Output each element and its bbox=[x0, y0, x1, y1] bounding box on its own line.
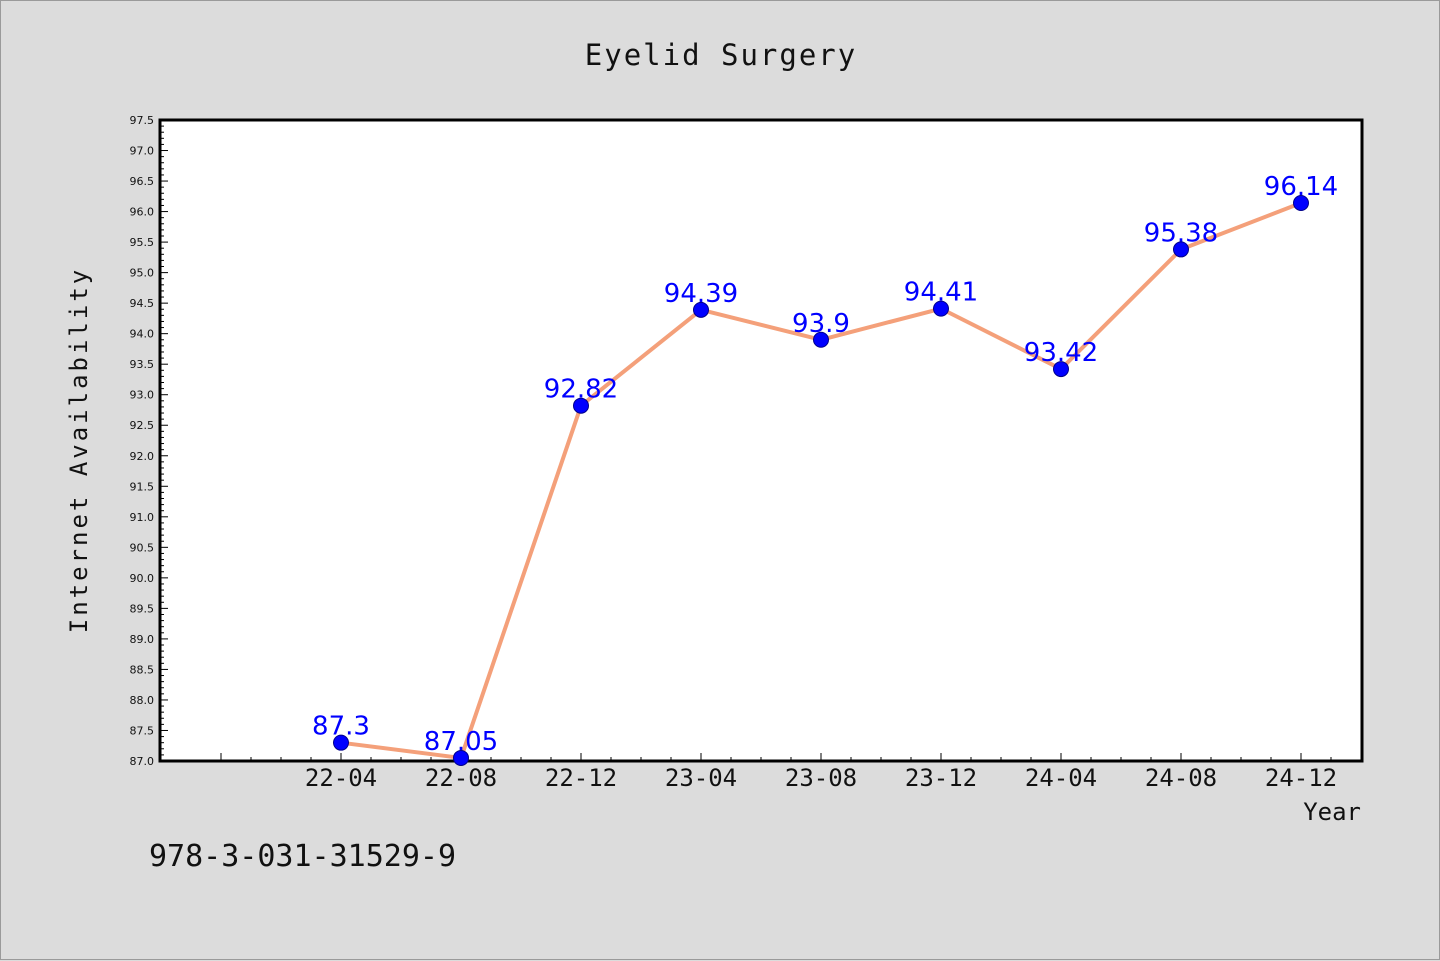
data-point bbox=[1173, 241, 1189, 258]
x-tick-label: 23-08 bbox=[785, 764, 857, 792]
data-label: 95.38 bbox=[1144, 218, 1218, 248]
x-tick-label: 23-04 bbox=[665, 764, 737, 792]
y-axis: 87.0 87.5 88.0 88.5 89.0 89.5 90.0 90.5 91.0 91.5… bbox=[130, 114, 168, 768]
y-tick-label: 96.5 bbox=[130, 175, 155, 188]
y-tick-label: 91.5 bbox=[130, 480, 155, 493]
data-label: 94.39 bbox=[664, 279, 738, 309]
y-tick-label: 90.5 bbox=[130, 541, 155, 554]
data-point bbox=[453, 749, 469, 766]
data-label: 87.3 bbox=[312, 712, 370, 742]
isbn-footnote: 978-3-031-31529-9 bbox=[149, 839, 456, 874]
y-tick-label: 88.5 bbox=[130, 663, 155, 676]
data-label: 87.05 bbox=[424, 727, 498, 757]
y-tick-label: 97.0 bbox=[130, 145, 155, 158]
data-point bbox=[1293, 195, 1309, 212]
data-label: 93.42 bbox=[1024, 338, 1098, 368]
data-point bbox=[1053, 361, 1069, 378]
x-tick-label: 22-08 bbox=[425, 764, 497, 792]
y-tick-label: 93.0 bbox=[130, 389, 155, 402]
x-tick-label: 24-12 bbox=[1265, 764, 1337, 792]
x-tick-label: 24-04 bbox=[1025, 764, 1097, 792]
y-tick-label: 95.5 bbox=[130, 236, 155, 249]
y-tick-label: 93.5 bbox=[130, 358, 155, 371]
y-tick-label: 95.0 bbox=[130, 267, 155, 280]
y-tick-label: 94.5 bbox=[130, 297, 155, 310]
x-tick-label: 24-08 bbox=[1145, 764, 1217, 792]
plot-area bbox=[158, 118, 1364, 763]
data-point bbox=[813, 331, 829, 348]
y-tick-label: 96.0 bbox=[130, 206, 155, 219]
y-tick-label: 89.5 bbox=[130, 602, 155, 615]
x-axis-label: Year bbox=[1303, 798, 1361, 826]
chart-title: Eyelid Surgery bbox=[585, 38, 857, 72]
data-label: 94.41 bbox=[904, 278, 978, 308]
data-label: 93.9 bbox=[792, 309, 850, 339]
x-tick-label: 22-04 bbox=[305, 764, 377, 792]
data-label: 92.82 bbox=[544, 375, 618, 405]
x-axis: 22-04 22-08 22-12 23-04 23-08 23-12 24-04 24-08… bbox=[220, 753, 1362, 792]
y-axis-label: Internet Availability bbox=[65, 267, 93, 633]
y-tick-label: 91.0 bbox=[130, 511, 155, 524]
data-point bbox=[573, 397, 589, 414]
y-tick-label: 92.0 bbox=[130, 450, 155, 463]
data-point bbox=[933, 300, 949, 317]
y-tick-label: 87.5 bbox=[130, 724, 155, 737]
data-label: 96.14 bbox=[1264, 172, 1338, 202]
x-tick-label: 23-12 bbox=[905, 764, 977, 792]
y-tick-label: 88.0 bbox=[130, 694, 155, 707]
series-layer: 87.3 87.05 92.82 94.39 93.9 94.41 93.42 95.38 96… bbox=[312, 172, 1338, 766]
y-tick-label: 94.0 bbox=[130, 328, 155, 341]
x-tick-label: 22-12 bbox=[545, 764, 617, 792]
data-point bbox=[693, 301, 709, 318]
data-point bbox=[333, 734, 349, 751]
y-tick-label: 97.5 bbox=[130, 114, 155, 127]
y-tick-label: 87.0 bbox=[130, 755, 155, 768]
y-tick-label: 92.5 bbox=[130, 419, 155, 432]
y-tick-label: 89.0 bbox=[130, 633, 155, 646]
y-tick-label: 90.0 bbox=[130, 572, 155, 585]
